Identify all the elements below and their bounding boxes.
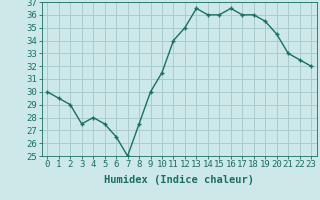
X-axis label: Humidex (Indice chaleur): Humidex (Indice chaleur)	[104, 175, 254, 185]
